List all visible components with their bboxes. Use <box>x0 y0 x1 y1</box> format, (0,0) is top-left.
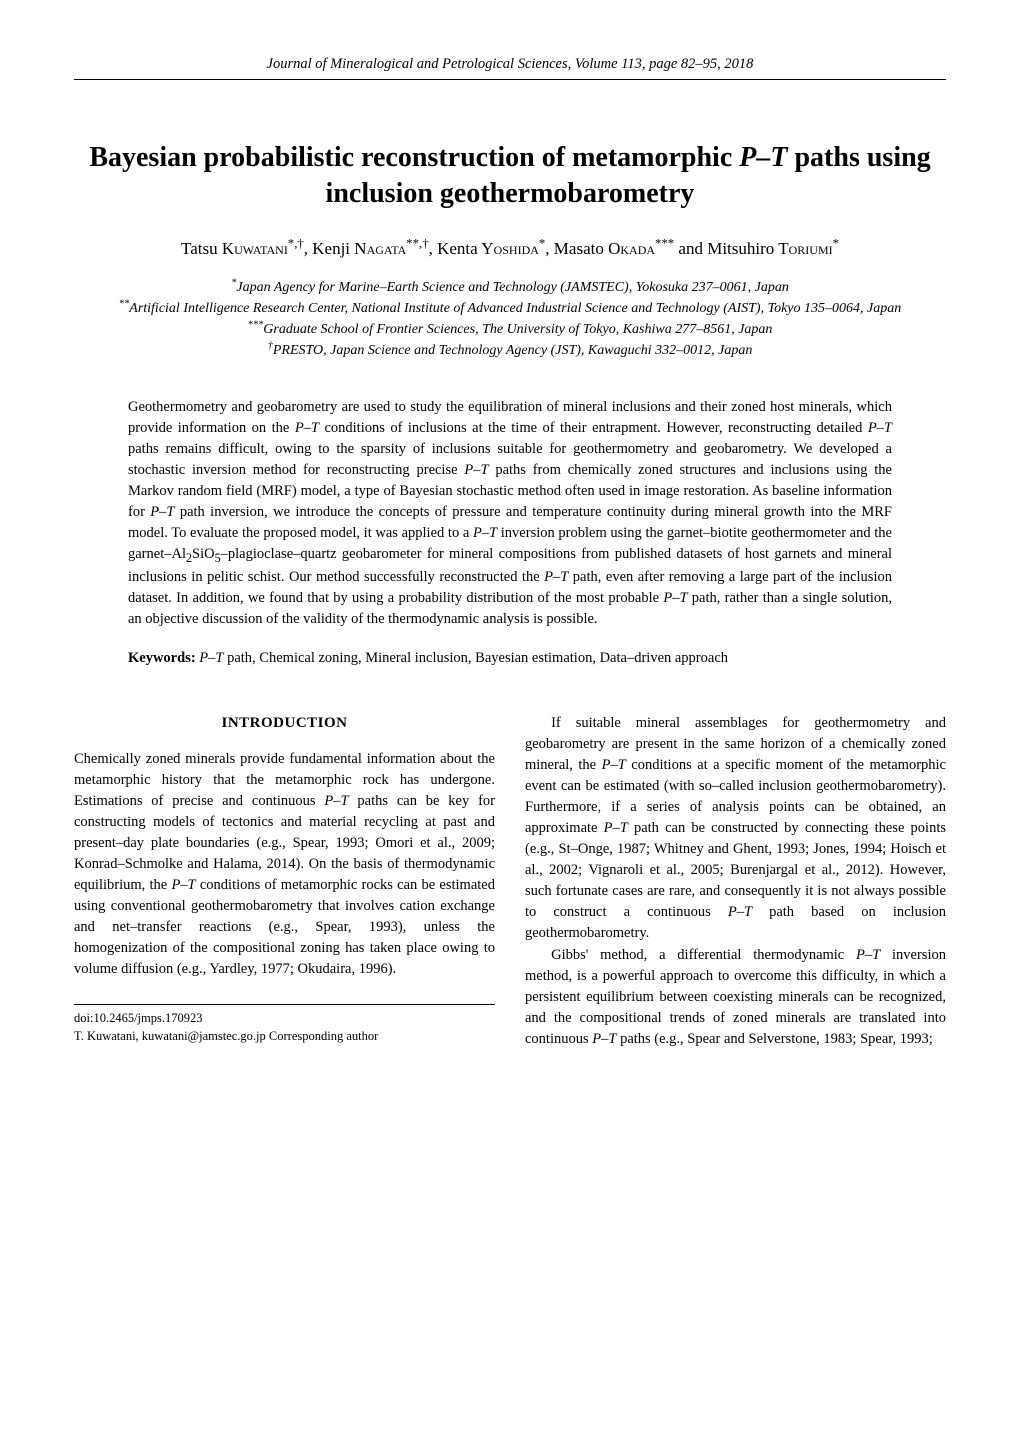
footnote-doi: doi:10.2465/jmps.170923 <box>74 1010 495 1028</box>
body-paragraph-1: Chemically zoned minerals provide fundam… <box>74 749 495 980</box>
body-paragraph-2: If suitable mineral assemblages for geot… <box>525 713 946 944</box>
body-paragraph-3: Gibbs' method, a differential thermodyna… <box>525 945 946 1050</box>
article-title: Bayesian probabilistic reconstruction of… <box>84 140 936 213</box>
keywords-line: Keywords: P–T path, Chemical zoning, Min… <box>128 650 892 667</box>
keywords-value: P–T path, Chemical zoning, Mineral inclu… <box>196 650 728 666</box>
footnotes-block: doi:10.2465/jmps.170923 T. Kuwatani, kuw… <box>74 1004 495 1045</box>
footnote-corresponding: T. Kuwatani, kuwatani@jamstec.go.jp Corr… <box>74 1028 495 1046</box>
keywords-label: Keywords: <box>128 650 196 666</box>
abstract-block: Geothermometry and geobarometry are used… <box>128 397 892 631</box>
section-intro-head: INTRODUCTION <box>74 713 495 735</box>
affiliations-block: *Japan Agency for Marine–Earth Science a… <box>104 277 916 361</box>
running-head: Journal of Mineralogical and Petrologica… <box>74 56 946 80</box>
authors-line: Tatsu Kuwatani*,†, Kenji Nagata**,†, Ken… <box>74 239 946 259</box>
body-columns: INTRODUCTION Chemically zoned minerals p… <box>74 713 946 1049</box>
page: Journal of Mineralogical and Petrologica… <box>0 0 1020 1442</box>
